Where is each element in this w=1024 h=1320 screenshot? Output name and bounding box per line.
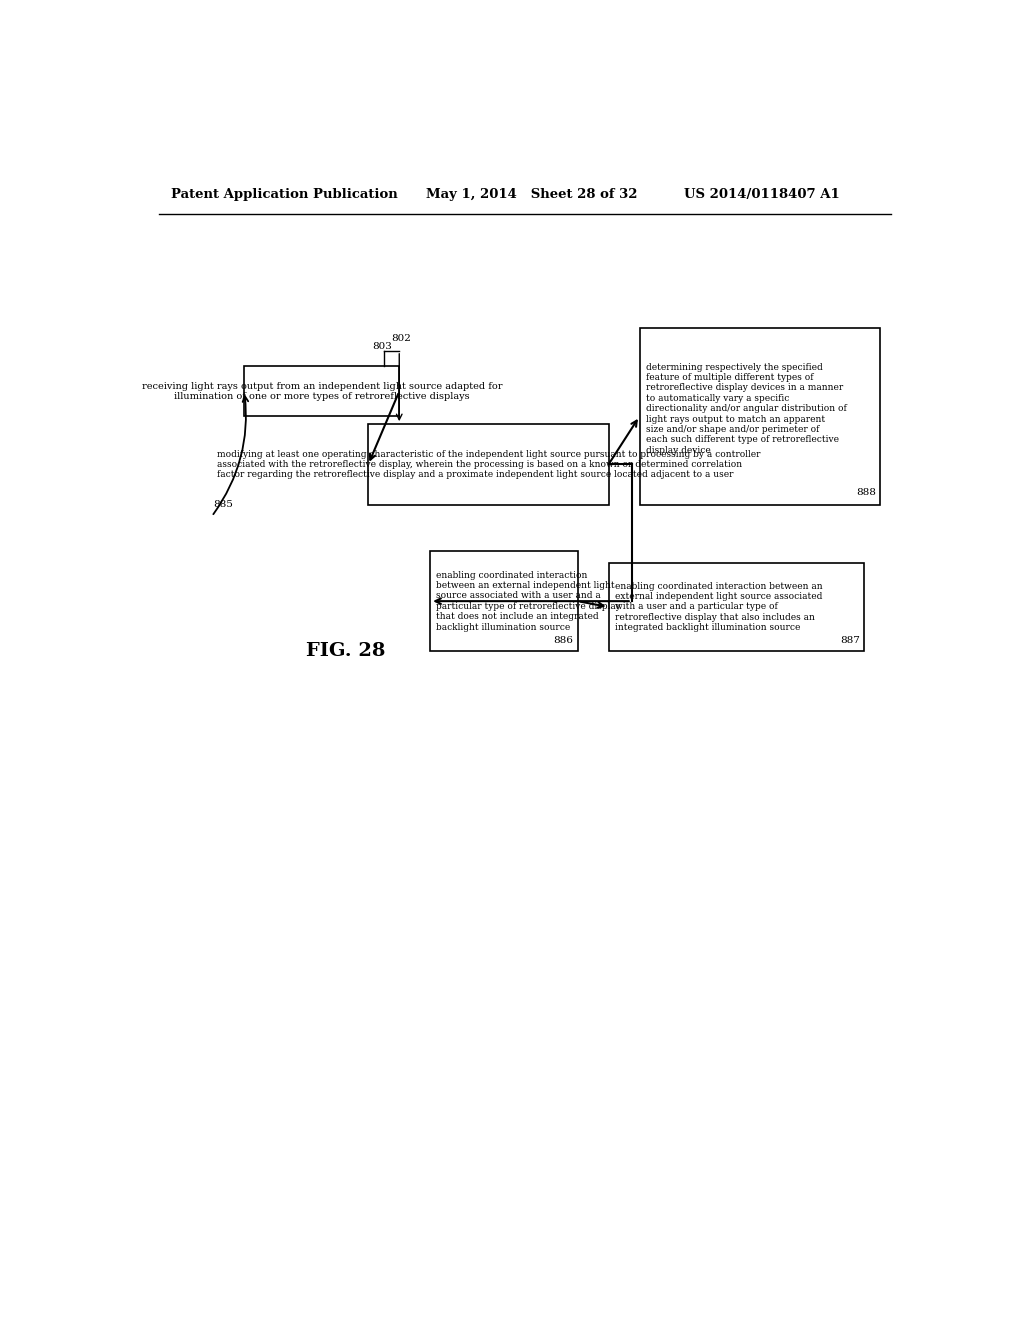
Text: determining respectively the specified
feature of multiple different types of
re: determining respectively the specified f… [646, 363, 847, 455]
Bar [369, 424, 608, 506]
Text: US 2014/0118407 A1: US 2014/0118407 A1 [684, 187, 841, 201]
Bar [430, 552, 578, 651]
Text: 887: 887 [841, 636, 860, 645]
Text: Patent Application Publication: Patent Application Publication [171, 187, 397, 201]
Text: FIG. 28: FIG. 28 [306, 643, 386, 660]
Text: 803: 803 [372, 342, 392, 351]
Text: receiving light rays output from an independent light source adapted for
illumin: receiving light rays output from an inde… [141, 381, 502, 401]
Text: 802: 802 [391, 334, 412, 343]
Bar [608, 562, 864, 651]
Text: enabling coordinated interaction between an
external independent light source as: enabling coordinated interaction between… [614, 582, 822, 632]
Text: 885: 885 [213, 500, 233, 508]
Text: enabling coordinated interaction
between an external independent light
source as: enabling coordinated interaction between… [436, 570, 622, 632]
Text: 886: 886 [554, 636, 573, 645]
Text: 888: 888 [856, 488, 876, 498]
Bar [245, 367, 399, 416]
Text: modifying at least one operating characteristic of the independent light source : modifying at least one operating charact… [217, 450, 760, 479]
Bar [640, 327, 880, 506]
Text: May 1, 2014   Sheet 28 of 32: May 1, 2014 Sheet 28 of 32 [426, 187, 638, 201]
